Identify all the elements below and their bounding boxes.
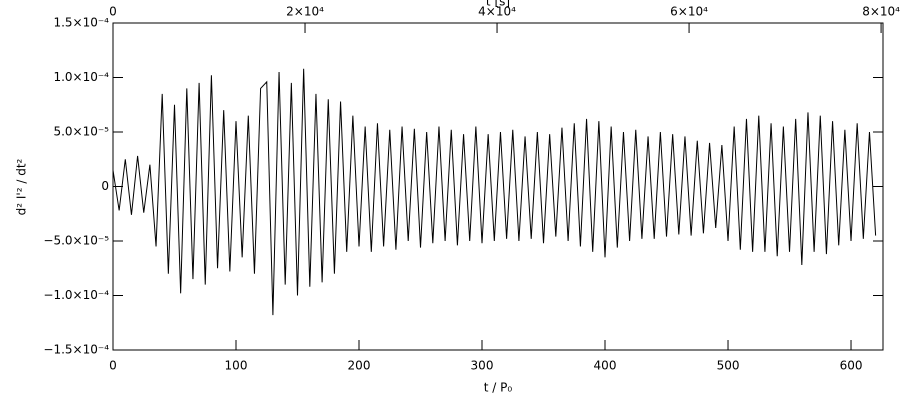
x-tick-label: 600 <box>840 359 863 373</box>
x-tick-label: 100 <box>225 359 248 373</box>
x2-tick-label: 4×10⁴ <box>478 5 516 19</box>
x2-tick-label: 0 <box>109 5 117 19</box>
signal-line <box>112 68 877 316</box>
y-tick-label: 0 <box>101 179 109 193</box>
y-tick-label: −1.5×10⁻⁴ <box>43 343 109 357</box>
y-tick-label: −5.0×10⁻⁵ <box>43 234 109 248</box>
x2-tick-label: 6×10⁴ <box>670 5 708 19</box>
x2-axis-label: t [s] <box>486 0 510 9</box>
x-tick-label: 500 <box>717 359 740 373</box>
x-axis-label: t / P₀ <box>484 381 513 395</box>
plot-frame <box>112 22 884 351</box>
y-tick-label: 5.0×10⁻⁵ <box>53 125 109 139</box>
x-tick-label: 200 <box>348 359 371 373</box>
x2-tick-label: 8×10⁴ <box>862 5 900 19</box>
y-tick-label: 1.0×10⁻⁴ <box>53 70 109 84</box>
x2-tick-label: 2×10⁴ <box>286 5 324 19</box>
y-tick-label: −1.0×10⁻⁴ <box>43 288 109 302</box>
x-tick-label: 300 <box>471 359 494 373</box>
y-axis-label: d² I'² / dt² <box>15 158 29 215</box>
x-tick-label: 0 <box>109 359 117 373</box>
y-tick-label: 1.5×10⁻⁴ <box>53 16 109 30</box>
x-tick-label: 400 <box>594 359 617 373</box>
